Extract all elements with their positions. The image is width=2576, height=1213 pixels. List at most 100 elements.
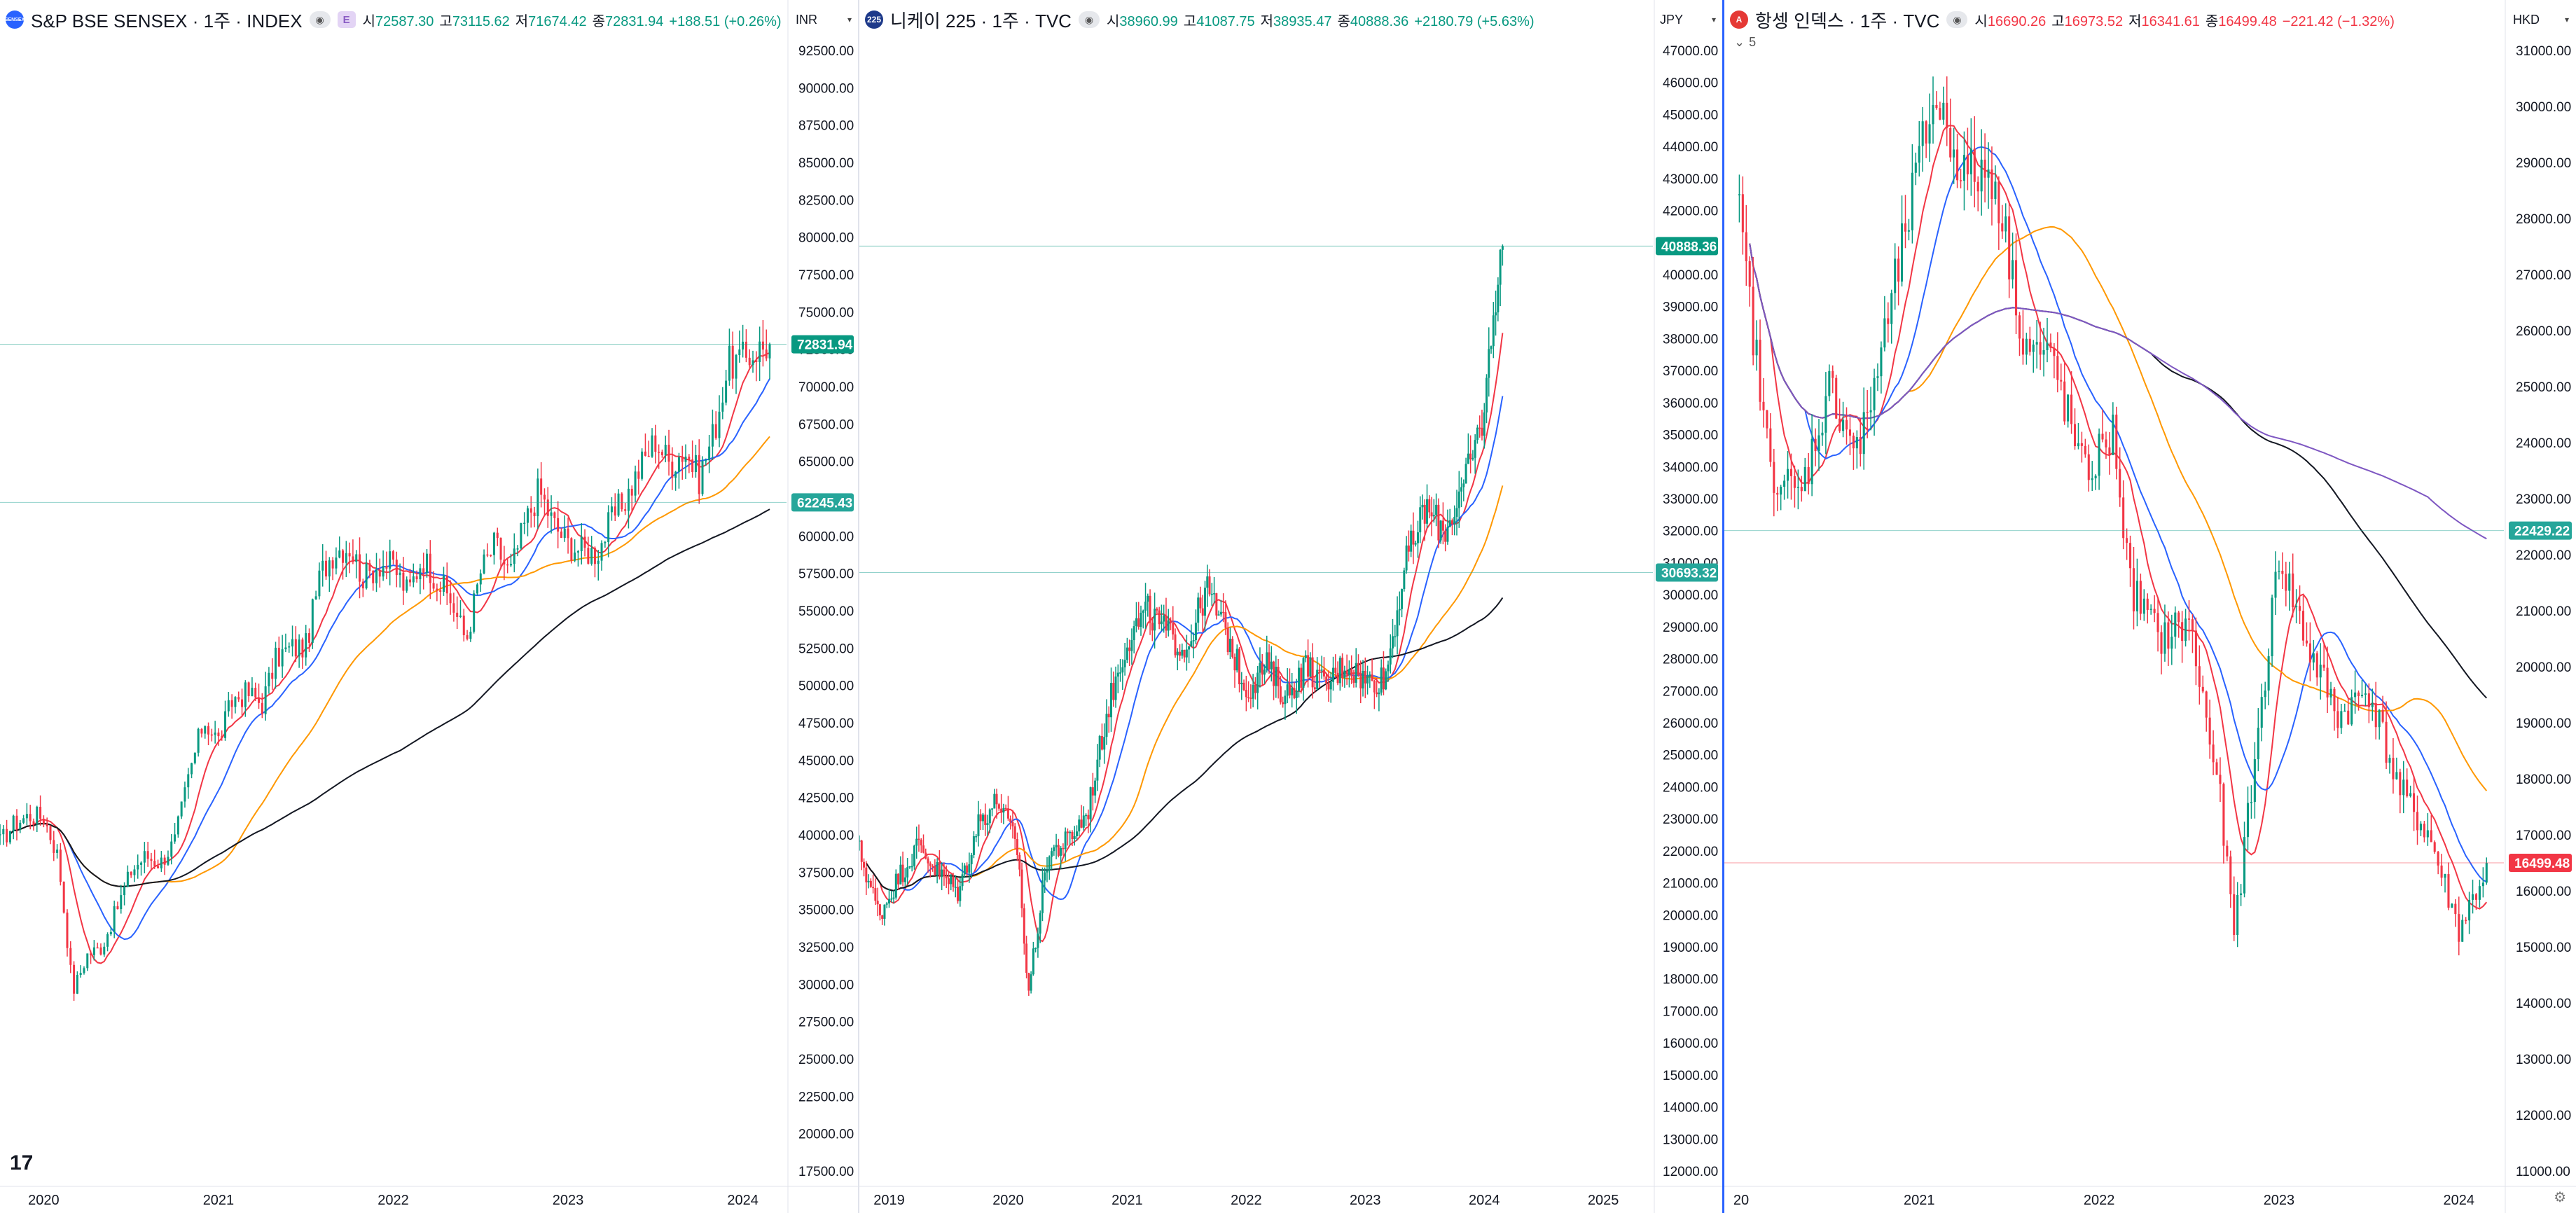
candle-body xyxy=(1219,611,1222,615)
currency-select[interactable]: JPY ▾ xyxy=(1654,7,1722,32)
candle-body xyxy=(2021,338,2024,355)
hangseng-chart-pane[interactable]: A 항셍 인덱스 · 1주 · TVC ◉ 시16690.26 고16973.52 저16… xyxy=(1724,0,2576,1213)
price-chart[interactable]: 92500.00 90000.00 87500.00 85000.00 82500.00… xyxy=(0,0,858,1213)
price-chart[interactable]: 31000.00 30000.00 29000.00 28000.00 27000.00… xyxy=(1724,0,2576,1213)
candle-body xyxy=(1179,651,1182,656)
candle-body xyxy=(593,548,596,564)
pane-divider[interactable] xyxy=(858,0,859,1213)
candle-body xyxy=(2060,380,2063,382)
candle-body xyxy=(462,615,465,636)
candle-body xyxy=(106,934,109,947)
candle-body xyxy=(1773,462,1775,493)
eye-icon[interactable]: ◉ xyxy=(1078,11,1100,28)
candle-body xyxy=(1140,612,1142,628)
candle-body xyxy=(966,865,969,873)
candle-body xyxy=(442,575,445,592)
y-tick-label: 47500.00 xyxy=(798,716,854,731)
ma-10-line xyxy=(865,333,1504,943)
symbol-title[interactable]: 항셍 인덱스 · 1주 · TVC xyxy=(1755,10,1940,32)
candle-body xyxy=(2108,447,2111,455)
pane-divider-active[interactable] xyxy=(1722,0,1724,1213)
candle-body xyxy=(1194,623,1197,641)
candle-body xyxy=(621,493,623,510)
candle-body xyxy=(1172,623,1175,635)
candle-body xyxy=(1163,615,1165,622)
y-tick-label: 87500.00 xyxy=(798,119,854,134)
candle-body xyxy=(2374,703,2377,728)
candle-body xyxy=(1488,349,1490,378)
x-tick-label: 2023 xyxy=(1350,1193,1381,1208)
candle-body xyxy=(2454,903,2457,915)
candle-body xyxy=(1126,647,1128,660)
currency-select[interactable]: HKD ▾ xyxy=(2507,7,2575,32)
candle-body xyxy=(1876,376,1879,378)
candle-body xyxy=(2458,914,2460,942)
currency-select[interactable]: INR ▾ xyxy=(790,7,857,32)
candles xyxy=(0,320,771,1001)
candle-body xyxy=(402,572,405,591)
sensex-chart-pane[interactable]: SENSEX S&P BSE SENSEX · 1주 · INDEX ◉ E 시7258… xyxy=(0,0,858,1213)
candle-body xyxy=(1013,826,1016,840)
candle-body xyxy=(389,551,392,569)
price-label-badge[interactable] xyxy=(791,493,854,512)
price-label-badge[interactable] xyxy=(1656,563,1718,582)
candle-body xyxy=(1242,682,1245,691)
candle-body xyxy=(140,862,143,865)
candle-body xyxy=(1235,649,1238,671)
candle-body xyxy=(950,876,953,885)
price-label-badge[interactable] xyxy=(2509,854,2572,873)
x-tick-label: 2025 xyxy=(1588,1193,1619,1208)
candle-body xyxy=(1352,676,1355,683)
candle-body xyxy=(1389,648,1392,665)
candle-body xyxy=(1444,530,1447,542)
y-tick-label: 15000.00 xyxy=(2516,941,2571,955)
candle-body xyxy=(1119,672,1122,674)
candle-body xyxy=(1766,410,1768,429)
y-tick-label: 16000.00 xyxy=(1663,1037,1718,1051)
candle-body xyxy=(2385,721,2388,763)
candle-body xyxy=(2333,688,2336,712)
candle-body xyxy=(2468,899,2471,921)
candle-body xyxy=(305,633,307,658)
nikkei-chart-pane[interactable]: 225 니케이 225 · 1주 · TVC ◉ 시38960.99 고41087.75… xyxy=(859,0,1722,1213)
candle-body xyxy=(321,560,324,571)
candle-body xyxy=(2067,394,2070,422)
ohlc-value: 72587.30 xyxy=(375,13,434,29)
candle-body xyxy=(1009,818,1012,822)
candle-body xyxy=(2177,612,2180,623)
candle-body xyxy=(2246,803,2250,838)
indicator-toggle[interactable]: ⌄ 5 xyxy=(1734,35,1756,50)
eye-icon[interactable]: ◉ xyxy=(309,11,331,28)
candle-body xyxy=(516,548,519,550)
candle-body xyxy=(53,840,55,853)
candle-body xyxy=(908,866,911,868)
candle-body xyxy=(503,560,506,564)
candle-body xyxy=(1142,610,1144,613)
candle-body xyxy=(2236,895,2239,935)
price-label-badge[interactable] xyxy=(2509,521,2572,540)
gear-icon[interactable]: ⚙ xyxy=(2554,1190,2566,1205)
price-label-badge[interactable] xyxy=(791,335,854,354)
symbol-title[interactable]: S&P BSE SENSEX · 1주 · INDEX xyxy=(31,10,303,32)
y-tick-label: 77500.00 xyxy=(798,268,854,283)
candle-body xyxy=(2070,394,2073,424)
candle-body xyxy=(1469,453,1472,459)
candle-body xyxy=(1158,610,1161,625)
price-chart[interactable]: 47000.00 46000.00 45000.00 44000.00 43000.00… xyxy=(859,0,1722,1213)
candle-body xyxy=(627,488,630,511)
eye-icon[interactable]: ◉ xyxy=(1946,11,1968,28)
candle-body xyxy=(991,808,994,810)
candle-body xyxy=(1215,593,1218,616)
candle-body xyxy=(1197,597,1200,623)
candle-body xyxy=(1094,780,1097,796)
price-label-badge[interactable] xyxy=(1656,237,1718,256)
change-value: +188.51 (+0.26%) xyxy=(669,13,782,29)
candle-body xyxy=(281,649,284,667)
symbol-title[interactable]: 니케이 225 · 1주 · TVC xyxy=(890,10,1072,32)
ohlc-value: 16499.48 xyxy=(2218,13,2277,29)
candle-body xyxy=(1167,620,1170,631)
candle-body xyxy=(378,569,381,577)
candle-body xyxy=(153,861,156,866)
earnings-badge[interactable]: E xyxy=(337,11,356,28)
candle-body xyxy=(1238,649,1241,685)
